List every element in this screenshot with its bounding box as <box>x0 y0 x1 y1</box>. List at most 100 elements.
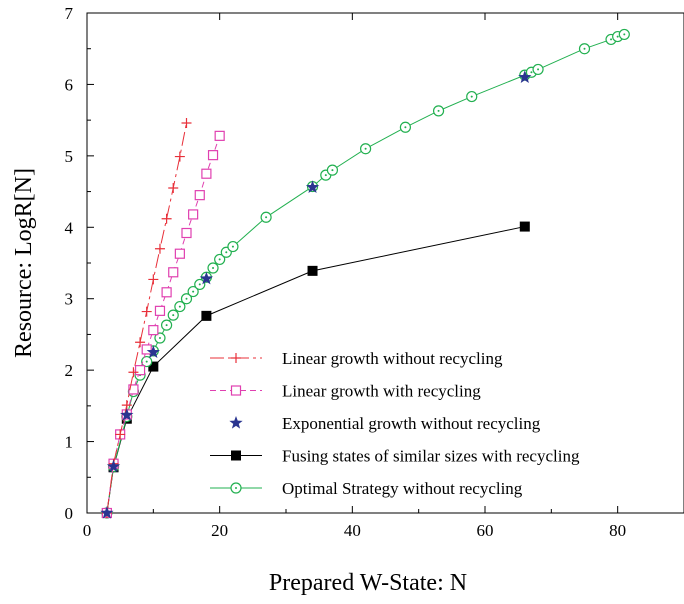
legend-label: Optimal Strategy without recycling <box>282 479 523 498</box>
data-point <box>120 408 134 421</box>
data-point <box>141 306 152 317</box>
data-point <box>148 274 159 285</box>
data-point <box>207 150 219 161</box>
data-point <box>532 63 544 76</box>
y-axis-label: Resource: LogR[N] <box>11 168 37 358</box>
series-line <box>106 33 625 514</box>
marker-dot <box>537 68 540 71</box>
data-point <box>181 227 192 239</box>
data-point <box>134 365 146 376</box>
data-point <box>161 319 173 331</box>
legend-marker <box>230 385 242 396</box>
data-point <box>260 211 272 223</box>
legend-label: Linear growth with recycling <box>282 382 481 401</box>
data-point <box>618 28 630 41</box>
series-layer <box>100 28 630 519</box>
data-point <box>168 183 179 193</box>
data-point <box>115 429 126 440</box>
data-point <box>174 248 185 259</box>
data-point <box>168 267 179 278</box>
marker-dot <box>583 47 586 50</box>
data-point <box>180 293 193 305</box>
data-point <box>161 287 172 298</box>
data-point <box>399 121 411 133</box>
legend-item-3: Fusing states of similar sizes with recy… <box>210 447 580 466</box>
data-point <box>128 367 139 378</box>
y-tick-label: 4 <box>65 218 74 237</box>
data-point <box>199 271 214 285</box>
data-point <box>154 243 165 254</box>
data-point <box>201 310 212 321</box>
marker-dot <box>178 305 181 308</box>
y-tick-label: 3 <box>65 290 74 309</box>
legend-marker <box>230 482 242 494</box>
marker-dot <box>192 290 195 293</box>
marker-dot <box>225 251 228 254</box>
marker-dot <box>198 283 201 286</box>
marker-dot <box>623 33 626 36</box>
data-point <box>154 305 166 316</box>
marker-dot <box>470 95 473 98</box>
marker-dot <box>158 337 161 339</box>
data-point <box>174 300 186 313</box>
data-point <box>188 209 199 220</box>
marker-dot <box>185 297 188 300</box>
data-point <box>227 240 239 253</box>
marker-dot <box>172 314 175 317</box>
marker-dot <box>404 126 407 129</box>
legend-item-1: Linear growth with recycling <box>210 382 481 401</box>
data-point <box>141 344 152 355</box>
data-point <box>518 70 532 83</box>
data-point <box>148 325 159 336</box>
legend-item-4: Optimal Strategy without recycling <box>210 479 523 498</box>
marker-dot <box>331 169 334 172</box>
y-tick-label: 7 <box>65 4 74 23</box>
marker-dot <box>364 147 367 150</box>
series-2 <box>100 70 532 519</box>
legend-item-2: Exponential growth without recycling <box>229 414 541 433</box>
y-tick-label: 5 <box>65 147 74 166</box>
axis-ticks: 0 20 40 60 80 0 1 2 3 4 5 6 7 <box>65 4 627 540</box>
data-point <box>432 105 445 117</box>
data-point <box>187 285 199 298</box>
data-point <box>214 130 225 141</box>
marker-dot <box>235 487 237 489</box>
data-point <box>148 361 159 372</box>
marker-dot <box>218 258 221 261</box>
data-point <box>167 309 179 321</box>
data-point <box>135 337 146 348</box>
legend-label: Linear growth without recycling <box>282 349 503 368</box>
y-tick-label: 0 <box>65 504 74 523</box>
marker-dot <box>437 109 440 112</box>
data-point <box>161 213 172 224</box>
data-point <box>100 506 114 519</box>
marker-dot <box>616 35 619 38</box>
y-tick-label: 6 <box>65 75 74 94</box>
x-tick-label: 40 <box>344 521 361 540</box>
series-3 <box>101 221 530 518</box>
data-point <box>174 151 185 162</box>
data-point <box>194 190 205 201</box>
data-point <box>305 180 320 193</box>
data-point <box>141 355 153 368</box>
data-point <box>207 262 219 274</box>
data-point <box>519 221 530 232</box>
data-point <box>146 345 160 358</box>
legend-marker <box>231 450 241 461</box>
data-point <box>181 118 192 128</box>
series-4 <box>101 28 630 519</box>
data-point <box>128 384 139 395</box>
data-point <box>214 253 226 266</box>
data-point <box>466 90 478 103</box>
legend-marker <box>231 353 241 363</box>
marker-dot <box>265 216 268 219</box>
x-tick-label: 80 <box>609 521 626 540</box>
legend-label: Exponential growth without recycling <box>282 414 541 433</box>
marker-dot <box>165 324 168 327</box>
legend-marker <box>229 416 243 429</box>
x-tick-label: 60 <box>477 521 494 540</box>
legend-item-0: Linear growth without recycling <box>210 349 503 368</box>
marker-dot <box>231 245 234 248</box>
data-point <box>154 332 166 344</box>
